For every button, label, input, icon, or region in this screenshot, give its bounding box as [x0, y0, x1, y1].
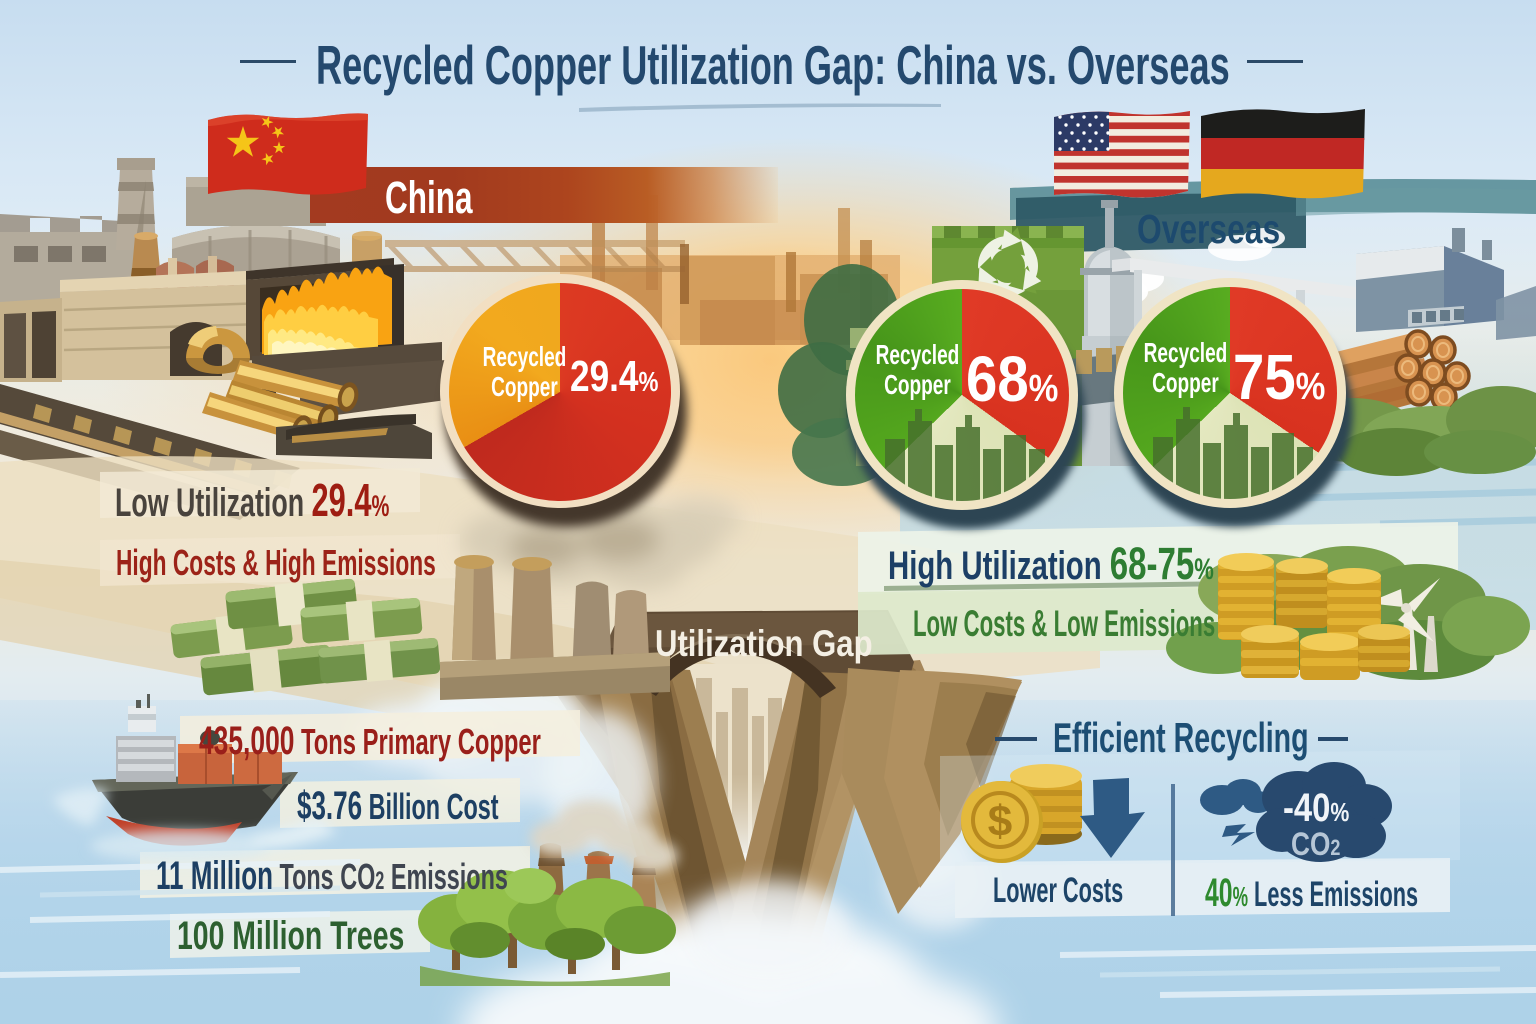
svg-text:$: $	[988, 797, 1012, 846]
